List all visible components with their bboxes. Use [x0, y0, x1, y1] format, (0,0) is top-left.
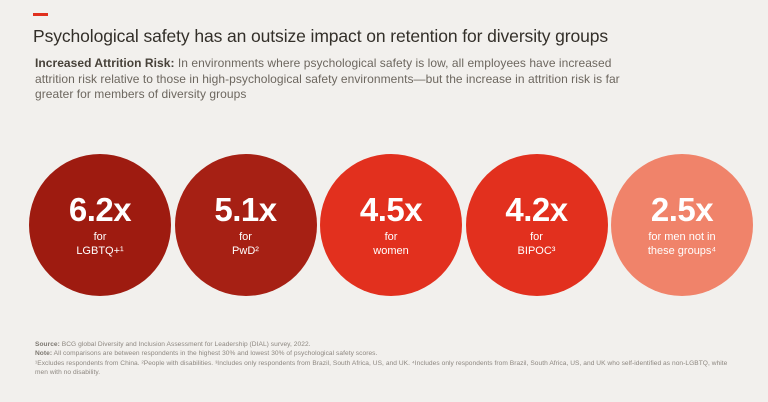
attrition-circles: 6.2x for LGBTQ+¹ 5.1x for PwD² 4.5x for … — [29, 154, 753, 296]
footnote-source: Source: BCG global Diversity and Inclusi… — [35, 340, 735, 349]
footnote-source-label: Source: — [35, 341, 60, 348]
footnote-note: Note: All comparisons are between respon… — [35, 349, 735, 358]
circle-lgbtq-label-line-1: for — [93, 231, 107, 243]
circle-women-label-line-2: women — [373, 244, 409, 257]
circle-men-not-in-groups-label: for men not in these groups⁴ — [648, 231, 716, 258]
circle-men-label-line-2: these groups⁴ — [647, 244, 717, 257]
circle-lgbtq-value: 6.2x — [68, 191, 132, 228]
circle-bipoc: 4.2x for BIPOC³ — [465, 154, 608, 296]
lead-line-3: greater for members of diversity groups — [35, 87, 247, 102]
circle-women-label-line-1: for — [384, 231, 398, 243]
circle-bipoc-value: 4.2x — [505, 191, 568, 228]
lead-line-1: Increased Attrition Risk: In environment… — [35, 56, 695, 72]
footnote-detail: ¹Excludes respondents from China. ²Peopl… — [35, 359, 728, 377]
accent-dash-icon — [33, 13, 48, 16]
circle-pwd-label-line-2: PwD² — [232, 244, 259, 257]
circle-pwd: 5.1x for PwD² — [174, 154, 317, 296]
footnotes: Source: BCG global Diversity and Inclusi… — [35, 340, 735, 378]
circle-women-value: 4.5x — [359, 191, 423, 228]
circle-men-label-line-1: for men not in — [648, 231, 716, 243]
circle-lgbtq-label-line-2: LGBTQ+¹ — [76, 244, 124, 257]
circle-pwd-label-line-1: for — [239, 231, 252, 243]
page-title: Psychological safety has an outsize impa… — [33, 26, 609, 46]
footnote-source-text: BCG global Diversity and Inclusion Asses… — [61, 341, 311, 348]
circle-pwd-label: for PwD² — [232, 231, 259, 258]
circle-men-not-in-groups: 2.5x for men not in these groups⁴ — [611, 154, 753, 296]
circle-women-label: for women — [373, 231, 408, 258]
circle-pwd-value: 5.1x — [214, 191, 277, 228]
lead-paragraph: Increased Attrition Risk: In environment… — [35, 56, 695, 103]
circle-men-not-in-groups-value: 2.5x — [650, 191, 714, 228]
footnote-note-label: Note: — [35, 350, 53, 358]
circle-bipoc-label-line-2: BIPOC³ — [517, 244, 556, 257]
lead-line-2: attrition risk relative to those in high… — [35, 71, 620, 86]
circle-bipoc-label: for BIPOC³ — [518, 231, 556, 258]
lead-line-1-text: In environments where psychological safe… — [177, 56, 612, 70]
circle-women: 4.5x for women — [320, 154, 462, 296]
lead-label: Increased Attrition Risk: — [35, 56, 175, 70]
circle-bipoc-label-line-1: for — [530, 231, 543, 243]
circle-lgbtq-label: for LGBTQ+¹ — [76, 231, 123, 258]
circle-lgbtq: 6.2x for LGBTQ+¹ — [29, 154, 171, 296]
footnote-note-text: All comparisons are between respondents … — [53, 350, 378, 358]
